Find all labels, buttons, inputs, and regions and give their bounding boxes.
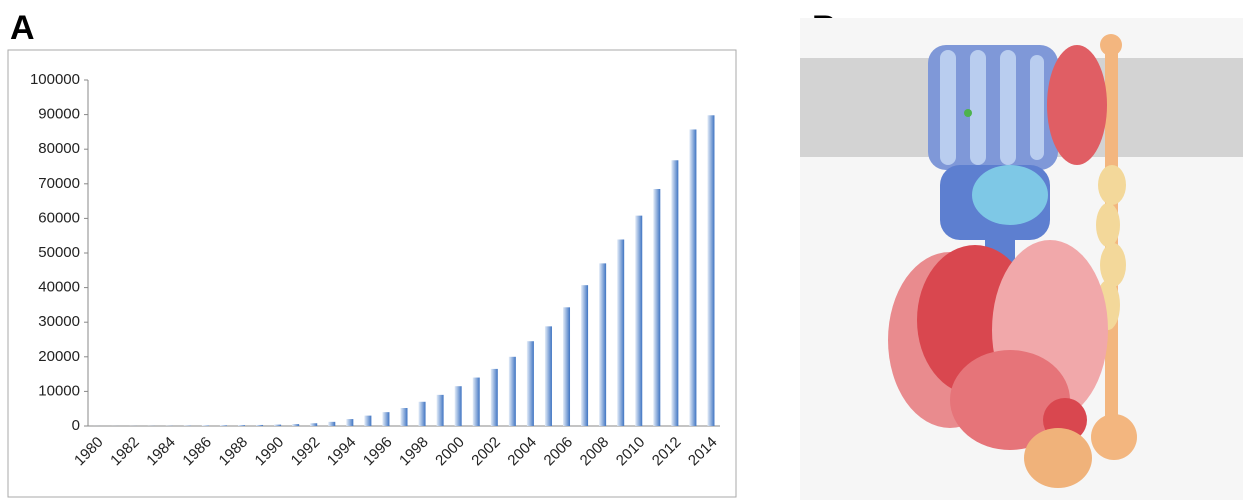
bar <box>508 356 516 426</box>
bar <box>400 408 408 426</box>
bar <box>418 401 426 426</box>
bar <box>635 215 643 426</box>
protein-illustration: B <box>800 9 1243 500</box>
bar <box>364 415 372 426</box>
y-tick-label: 60000 <box>38 209 80 226</box>
bar <box>201 425 209 426</box>
bar <box>454 386 462 426</box>
bar <box>689 129 697 426</box>
bar <box>526 341 534 426</box>
bar <box>581 285 589 426</box>
bar <box>328 421 336 426</box>
y-tick-label: 40000 <box>38 279 80 296</box>
bar <box>382 412 390 426</box>
bar <box>490 368 498 426</box>
y-tick-label: 0 <box>72 417 80 434</box>
y-tick-label: 100000 <box>30 71 80 88</box>
bar <box>219 425 227 426</box>
bar <box>237 425 245 426</box>
chart-frame <box>7 49 737 498</box>
bar <box>346 419 354 426</box>
bar <box>274 424 282 426</box>
bar <box>256 424 264 426</box>
bar <box>292 424 300 426</box>
y-tick-label: 30000 <box>38 313 80 330</box>
y-tick-label: 90000 <box>38 106 80 123</box>
bar <box>563 307 571 426</box>
bar <box>544 326 552 426</box>
bar <box>599 263 607 426</box>
bar <box>671 160 679 426</box>
y-tick-label: 20000 <box>38 348 80 365</box>
bar <box>310 423 318 426</box>
bar <box>472 377 480 426</box>
bar <box>617 239 625 426</box>
bar <box>707 115 715 427</box>
bar <box>653 188 661 426</box>
y-tick-label: 10000 <box>38 382 80 399</box>
panel-label: A <box>10 9 35 47</box>
y-tick-label: 50000 <box>38 244 80 261</box>
bar <box>436 394 444 426</box>
y-tick-label: 80000 <box>38 140 80 157</box>
y-tick-label: 70000 <box>38 175 80 192</box>
